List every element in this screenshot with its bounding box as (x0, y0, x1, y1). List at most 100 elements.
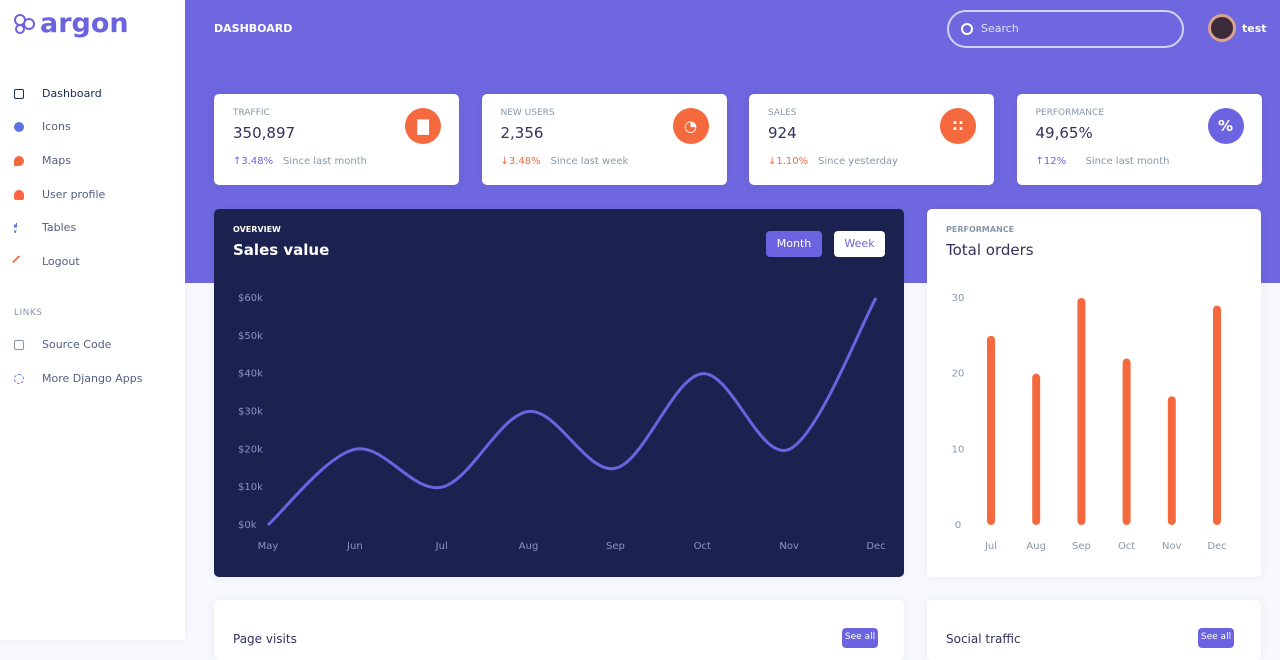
y-tick-label: 0 (955, 520, 961, 531)
nav-item[interactable]: Maps (14, 154, 71, 167)
icon (14, 121, 24, 132)
charts: $0k $10k $20k $30k $40k $50k $60k May Jun Jul Aug S… (238, 293, 1227, 552)
y-tick-label: $0k (238, 520, 257, 531)
bar (987, 335, 995, 525)
x-tick-label: Sep (606, 541, 625, 552)
stat-change: ↓1.10% (768, 156, 808, 167)
y-tick-label: 10 (952, 444, 965, 455)
stat-icon: ∷ (940, 108, 976, 144)
trend-arrow: ↓ (500, 156, 509, 167)
x-tick-label: Aug (1026, 541, 1046, 552)
bar (1167, 396, 1176, 525)
sales-line (267, 297, 878, 527)
icon (14, 155, 24, 166)
nav-item[interactable]: User profile (14, 188, 105, 201)
x-tick-label: Nov (1162, 541, 1182, 552)
trend-arrow: ↓ (768, 156, 777, 167)
change-value: 3.48% (241, 156, 274, 167)
x-tick-label: Dec (1207, 541, 1226, 552)
stat-change: ↑12% (1036, 156, 1067, 167)
icon (14, 88, 24, 99)
nav-label: Maps (42, 154, 71, 167)
stat-card: NEW USERS 2,356 ◔ ↓3.48% Since last week (481, 94, 727, 185)
y-tick-label: 30 (952, 293, 965, 304)
x-tick-label: Sep (1072, 541, 1091, 552)
stat-title: TRAFFIC (233, 108, 270, 118)
stat-since: Since last month (1085, 156, 1170, 167)
x-tick-label: Jun (346, 541, 363, 552)
icon (14, 339, 24, 350)
stat-value: 924 (768, 124, 797, 142)
trend-arrow: ↑ (233, 156, 242, 167)
stat-change: ↑3.48% (233, 156, 273, 167)
x-tick-label: Jul (984, 541, 997, 552)
change-value: 1.10% (776, 156, 809, 167)
stat-card: TRAFFIC 350,897 ▇ ↑3.48% Since last mont… (214, 94, 459, 185)
stat-since: Since yesterday (818, 156, 898, 167)
stat-card: SALES 924 ∷ ↓1.10% Since yesterday (749, 94, 994, 185)
logo-icon (14, 14, 35, 34)
search-box[interactable]: Search (947, 10, 1184, 48)
link-item[interactable]: Source Code (14, 338, 111, 351)
card-title: Total orders (946, 241, 1034, 259)
stat-change: ↓3.48% (501, 156, 541, 167)
change-value: 12% (1043, 156, 1067, 167)
y-tick-label: $60k (238, 293, 263, 304)
y-tick-label: $20k (238, 444, 263, 455)
stat-title: NEW USERS (500, 108, 555, 118)
stat-icon: % (1207, 108, 1244, 144)
y-tick-label: $40k (238, 369, 263, 380)
x-tick-label: Aug (519, 541, 539, 552)
change-value: 3.48% (508, 156, 541, 167)
trend-arrow: ↑ (1035, 156, 1044, 167)
user-name[interactable]: test (1242, 22, 1267, 35)
nav-item[interactable]: Tables (14, 221, 76, 234)
card-label: PERFORMANCE (946, 225, 1015, 234)
brand[interactable]: argon (40, 8, 129, 39)
link-item[interactable]: More Django Apps (14, 372, 142, 385)
stat-value: 49,65% (1035, 124, 1093, 142)
nav-label: User profile (42, 188, 106, 201)
sidebar: argon Dashboard Icons Maps User profile … (0, 0, 185, 640)
nav-item[interactable]: Icons (14, 120, 71, 133)
y-tick-label: 20 (952, 369, 965, 380)
icon (14, 373, 24, 384)
nav-item[interactable]: Dashboard (14, 87, 102, 100)
nav-label: Tables (42, 221, 77, 234)
nav-item[interactable]: Logout (11, 254, 80, 269)
stat-value: 350,897 (233, 124, 296, 142)
stat-since: Since last week (550, 156, 629, 167)
stat-icon: ◔ (672, 108, 709, 144)
x-tick-label: Nov (779, 541, 799, 552)
avatar[interactable] (1208, 14, 1236, 42)
stat-title: PERFORMANCE (1035, 108, 1105, 118)
links-heading: LINKS (14, 308, 43, 318)
x-tick-label: May (258, 541, 279, 552)
card-label: OVERVIEW (233, 225, 281, 234)
nav-label: Logout (42, 255, 80, 268)
y-tick-label: $30k (238, 407, 263, 418)
page-title: DASHBOARD (214, 22, 293, 35)
x-tick-label: Oct (694, 541, 711, 552)
y-tick-label: $10k (238, 482, 263, 493)
stat-value: 2,356 (500, 124, 544, 142)
orders-card: PERFORMANCE Total orders (927, 209, 1261, 577)
stat-icon: ▇ (405, 108, 441, 144)
stat-since: Since last month (283, 156, 367, 167)
y-tick-label: $50k (238, 331, 263, 342)
week-button[interactable]: Week (834, 231, 885, 257)
bar (1032, 373, 1041, 525)
link-label: Source Code (42, 338, 112, 351)
x-tick-label: Jul (435, 541, 448, 552)
month-button[interactable]: Month (766, 231, 822, 257)
icon (14, 222, 24, 233)
sales-card: OVERVIEW Sales value Month Week (214, 209, 904, 577)
icon (14, 189, 24, 200)
stat-title: SALES (768, 108, 797, 118)
x-tick-label: Oct (1118, 541, 1135, 552)
x-tick-label: Dec (866, 541, 885, 552)
search-placeholder: Search (981, 22, 1019, 35)
nav-label: Icons (42, 120, 71, 133)
link-label: More Django Apps (42, 372, 143, 385)
